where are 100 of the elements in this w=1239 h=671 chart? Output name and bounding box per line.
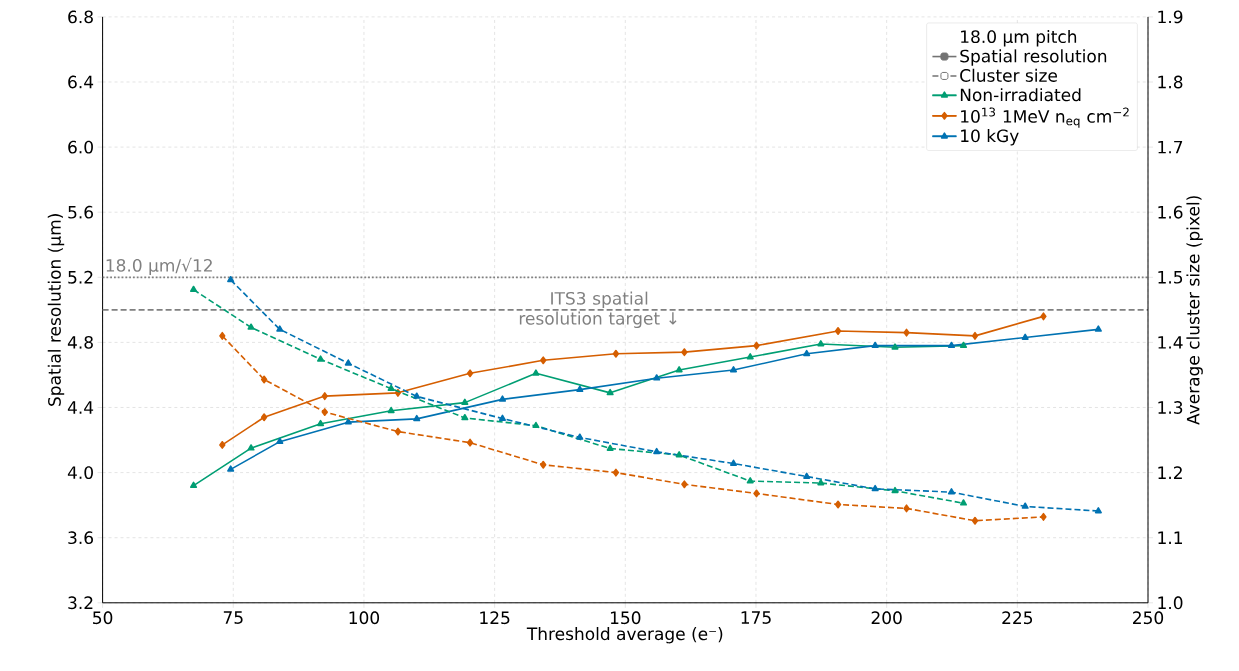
point (891, 343, 899, 350)
point (729, 459, 738, 466)
point (461, 413, 469, 421)
y2-tick-label: 1.1 (1158, 531, 1182, 544)
legend-title: 18.0 µm pitch (961, 29, 1077, 47)
point (681, 480, 688, 489)
point (959, 499, 968, 506)
legend-label: Non-irradiated (960, 88, 1081, 102)
point (321, 408, 328, 417)
point (576, 433, 584, 440)
y-tick-label: 4.0 (67, 466, 93, 480)
point (803, 472, 811, 479)
point (317, 419, 325, 427)
y2-tick-label: 1.5 (1158, 270, 1183, 284)
point (227, 275, 235, 283)
point (959, 341, 968, 349)
legend-label: 10$^{13}$ 1MeV n$_{eq}$ cm$^{−2}$ (961, 107, 1129, 128)
y2-tick-label: 1.6 (1158, 205, 1183, 219)
point (729, 366, 738, 373)
point (260, 413, 268, 422)
point (834, 500, 842, 509)
x-tick-label: 225 (1002, 611, 1033, 625)
y2-tick-label: 1.8 (1158, 75, 1183, 89)
x-tick-label: 125 (480, 611, 510, 625)
point (466, 438, 474, 447)
y2-tick-label: 1.7 (1158, 140, 1183, 154)
point (387, 384, 395, 392)
point (260, 375, 268, 384)
point (540, 356, 547, 365)
point (498, 414, 507, 421)
point (321, 392, 328, 401)
point (189, 285, 198, 293)
point (1021, 502, 1029, 509)
point (903, 328, 910, 337)
y2-tick-label: 1.9 (1158, 10, 1183, 24)
point (971, 516, 979, 525)
point (947, 488, 956, 495)
point (606, 388, 614, 396)
point (1021, 333, 1029, 340)
x-tick-label: 175 (741, 611, 771, 624)
y2-axis-title: Average cluster size (pixel) (1186, 196, 1203, 425)
point (532, 421, 540, 429)
point (606, 444, 614, 451)
x-tick-label: 50 (93, 611, 113, 625)
point (612, 349, 620, 358)
point (1040, 312, 1047, 321)
legend-label: 10 kGy (961, 129, 1019, 146)
x-tick-label: 75 (223, 611, 243, 624)
point (1094, 507, 1102, 514)
point (746, 353, 754, 360)
point (675, 366, 683, 373)
point (803, 349, 811, 357)
point (1040, 512, 1047, 521)
point (871, 341, 879, 349)
y2-tick-label: 1.0 (1158, 596, 1183, 610)
point (189, 481, 198, 489)
point (903, 504, 910, 513)
y-axis-title: Spatial resolution (µm) (47, 214, 65, 406)
point (461, 398, 469, 406)
point (344, 359, 352, 366)
point (344, 418, 352, 425)
point (675, 451, 683, 458)
point (1094, 325, 1102, 332)
point (891, 486, 899, 494)
point (817, 479, 825, 486)
point (247, 444, 255, 451)
point (219, 440, 226, 449)
point (540, 460, 547, 469)
ref-line-label: ITS3 spatial resolution target ↓ (519, 291, 677, 329)
point (871, 484, 879, 492)
point (394, 427, 402, 436)
point (498, 395, 507, 402)
point (653, 374, 661, 381)
point (532, 369, 540, 376)
y2-tick-label: 1.4 (1158, 336, 1183, 349)
y-tick-label: 6.8 (68, 10, 93, 24)
y-tick-label: 5.6 (68, 205, 94, 219)
y2-tick-label: 1.2 (1158, 466, 1182, 479)
point (746, 477, 754, 484)
point (247, 323, 255, 330)
annotation: Spatial resolution (960, 49, 1107, 66)
point (947, 341, 956, 349)
point (413, 392, 421, 399)
y-tick-label: 3.6 (68, 531, 94, 545)
point (387, 406, 395, 414)
point (753, 341, 760, 350)
y-tick-label: 4.8 (67, 335, 93, 349)
y-tick-label: 4.4 (67, 401, 94, 414)
x-axis-title: Threshold average (e⁻) (526, 627, 723, 644)
point (753, 489, 760, 498)
x-tick-label: 100 (349, 611, 380, 625)
point (681, 348, 688, 357)
x-tick-label: 250 (1133, 611, 1164, 625)
point (276, 437, 284, 445)
point (653, 447, 661, 455)
x-tick-label: 200 (871, 611, 902, 625)
point (971, 331, 979, 340)
annotation: Cluster size (960, 68, 1057, 82)
y-tick-label: 3.2 (68, 596, 93, 610)
point (576, 385, 584, 392)
